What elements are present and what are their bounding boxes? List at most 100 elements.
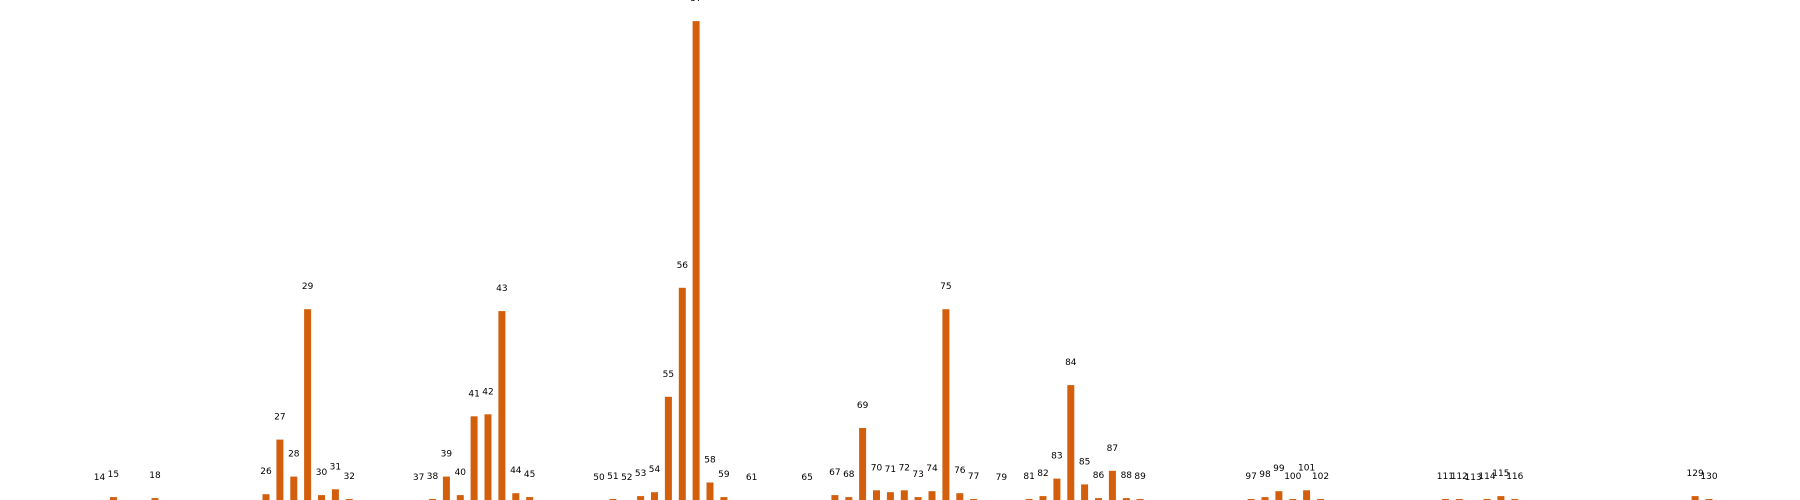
bar-101 [1303, 490, 1311, 500]
bar-label-98: 98 [1259, 470, 1271, 480]
bar-label-27: 27 [274, 413, 285, 423]
bar-28 [290, 476, 298, 500]
bar-label-37: 37 [413, 473, 424, 483]
bar-label-52: 52 [621, 473, 632, 483]
bar-label-72: 72 [899, 463, 910, 473]
bar-label-53: 53 [635, 469, 646, 479]
bar-label-130: 130 [1700, 472, 1717, 482]
bar-label-39: 39 [441, 450, 453, 460]
bar-74 [928, 491, 936, 500]
bar-label-55: 55 [663, 370, 674, 380]
bar-label-54: 54 [649, 465, 661, 475]
bar-83 [1053, 478, 1061, 500]
bar-label-114: 114 [1478, 472, 1495, 482]
bar-45 [526, 497, 534, 500]
bar-71 [886, 492, 894, 500]
bar-label-31: 31 [330, 462, 341, 472]
bar-56 [678, 287, 686, 500]
bar-59 [720, 497, 728, 500]
bar-75 [942, 309, 950, 500]
bar-label-115: 115 [1492, 469, 1509, 479]
bar-label-75: 75 [940, 282, 951, 292]
bar-15 [109, 497, 117, 500]
bar-53 [637, 496, 645, 500]
bar-label-71: 71 [885, 465, 896, 475]
bar-label-86: 86 [1093, 471, 1105, 481]
bar-58 [706, 482, 714, 500]
bar-label-29: 29 [302, 282, 314, 292]
bar-label-77: 77 [968, 472, 979, 482]
bar-label-84: 84 [1065, 358, 1077, 368]
bar-31 [331, 489, 339, 500]
bar-label-79: 79 [996, 473, 1008, 483]
bar-label-68: 68 [843, 470, 855, 480]
bar-18 [151, 498, 159, 500]
bar-label-100: 100 [1284, 472, 1301, 482]
bar-label-102: 102 [1312, 472, 1329, 482]
bar-label-65: 65 [801, 473, 812, 483]
bar-label-113: 113 [1465, 473, 1482, 483]
bar-label-59: 59 [718, 470, 730, 480]
bar-68 [845, 497, 853, 500]
bar-label-26: 26 [260, 467, 272, 477]
bar-label-69: 69 [857, 401, 869, 411]
bar-label-32: 32 [344, 472, 355, 482]
bar-label-99: 99 [1273, 464, 1285, 474]
bar-label-38: 38 [427, 472, 439, 482]
bar-label-74: 74 [926, 464, 938, 474]
bar-label-87: 87 [1107, 444, 1118, 454]
bar-115 [1497, 496, 1505, 500]
bar-72 [900, 490, 908, 500]
bar-86 [1095, 498, 1102, 500]
bar-label-58: 58 [704, 456, 716, 466]
bar-label-116: 116 [1506, 472, 1523, 482]
bar-55 [664, 396, 672, 500]
bar-label-101: 101 [1298, 463, 1315, 473]
bar-88 [1122, 498, 1130, 500]
bar-label-111: 111 [1437, 472, 1454, 482]
bar-98 [1261, 497, 1269, 500]
bar-44 [512, 493, 520, 500]
bar-69 [859, 428, 867, 500]
bar-99 [1275, 491, 1283, 500]
bar-84 [1067, 385, 1075, 500]
bar-27 [276, 439, 284, 500]
bar-label-129: 129 [1687, 469, 1704, 479]
bar-label-30: 30 [316, 468, 328, 478]
bar-label-112: 112 [1451, 472, 1468, 482]
bar-67 [831, 495, 839, 500]
bar-40 [456, 495, 464, 500]
bar-label-18: 18 [149, 471, 161, 481]
bar-70 [873, 490, 880, 500]
bar-label-14: 14 [94, 473, 106, 483]
bar-label-50: 50 [593, 473, 605, 483]
bar-label-83: 83 [1051, 452, 1062, 462]
bar-label-85: 85 [1079, 457, 1090, 467]
bar-label-57: 57 [690, 0, 701, 4]
bar-54 [651, 492, 658, 500]
bar-41 [470, 416, 478, 500]
bar-label-41: 41 [468, 389, 479, 399]
bar-label-56: 56 [677, 261, 689, 271]
bar-label-51: 51 [607, 472, 618, 482]
bar-label-67: 67 [829, 468, 840, 478]
bar-label-81: 81 [1023, 472, 1034, 482]
bar-87 [1108, 470, 1116, 500]
bar-label-82: 82 [1037, 469, 1048, 479]
bar-label-88: 88 [1121, 471, 1133, 481]
bar-label-89: 89 [1134, 472, 1146, 482]
bar-43 [498, 311, 506, 500]
bar-57 [692, 21, 700, 500]
bar-label-43: 43 [496, 284, 507, 294]
bar-129 [1691, 496, 1699, 500]
bar-42 [484, 414, 492, 500]
bar-label-70: 70 [871, 463, 883, 473]
bar-39 [442, 476, 450, 500]
bar-label-73: 73 [912, 470, 923, 480]
bar-label-45: 45 [524, 470, 535, 480]
bar-label-15: 15 [108, 470, 119, 480]
bar-76 [956, 493, 964, 500]
bar-label-76: 76 [954, 466, 966, 476]
bar-29 [304, 309, 312, 500]
